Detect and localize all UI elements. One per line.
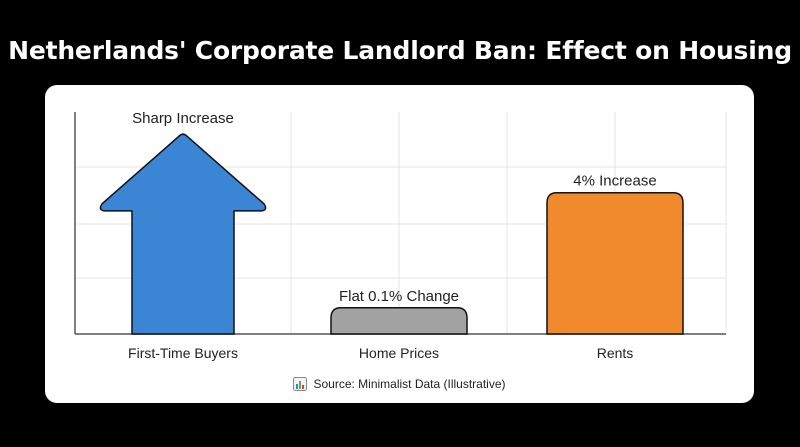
x-tick-label: Rents — [597, 345, 634, 361]
data-label: 4% Increase — [573, 173, 656, 190]
x-tick-label: Home Prices — [359, 345, 439, 361]
chart-card: Sharp Increase First-Time Buyers Flat 0.1%… — [45, 85, 754, 403]
bar-chart-icon — [293, 377, 308, 391]
chart-title: Netherlands' Corporate Landlord Ban: Eff… — [8, 36, 792, 65]
x-tick-label: First-Time Buyers — [128, 345, 238, 361]
data-label: Sharp Increase — [132, 110, 234, 127]
source-note: Source: Minimalist Data (Illustrative) — [45, 377, 754, 391]
bar-home-prices — [330, 307, 468, 335]
source-text: Source: Minimalist Data (Illustrative) — [313, 377, 506, 391]
data-label: Flat 0.1% Change — [339, 288, 459, 305]
bar-first-time-buyers — [99, 133, 267, 335]
bar-chart: Sharp Increase First-Time Buyers Flat 0.1%… — [74, 110, 727, 361]
bar-rents — [546, 191, 684, 335]
